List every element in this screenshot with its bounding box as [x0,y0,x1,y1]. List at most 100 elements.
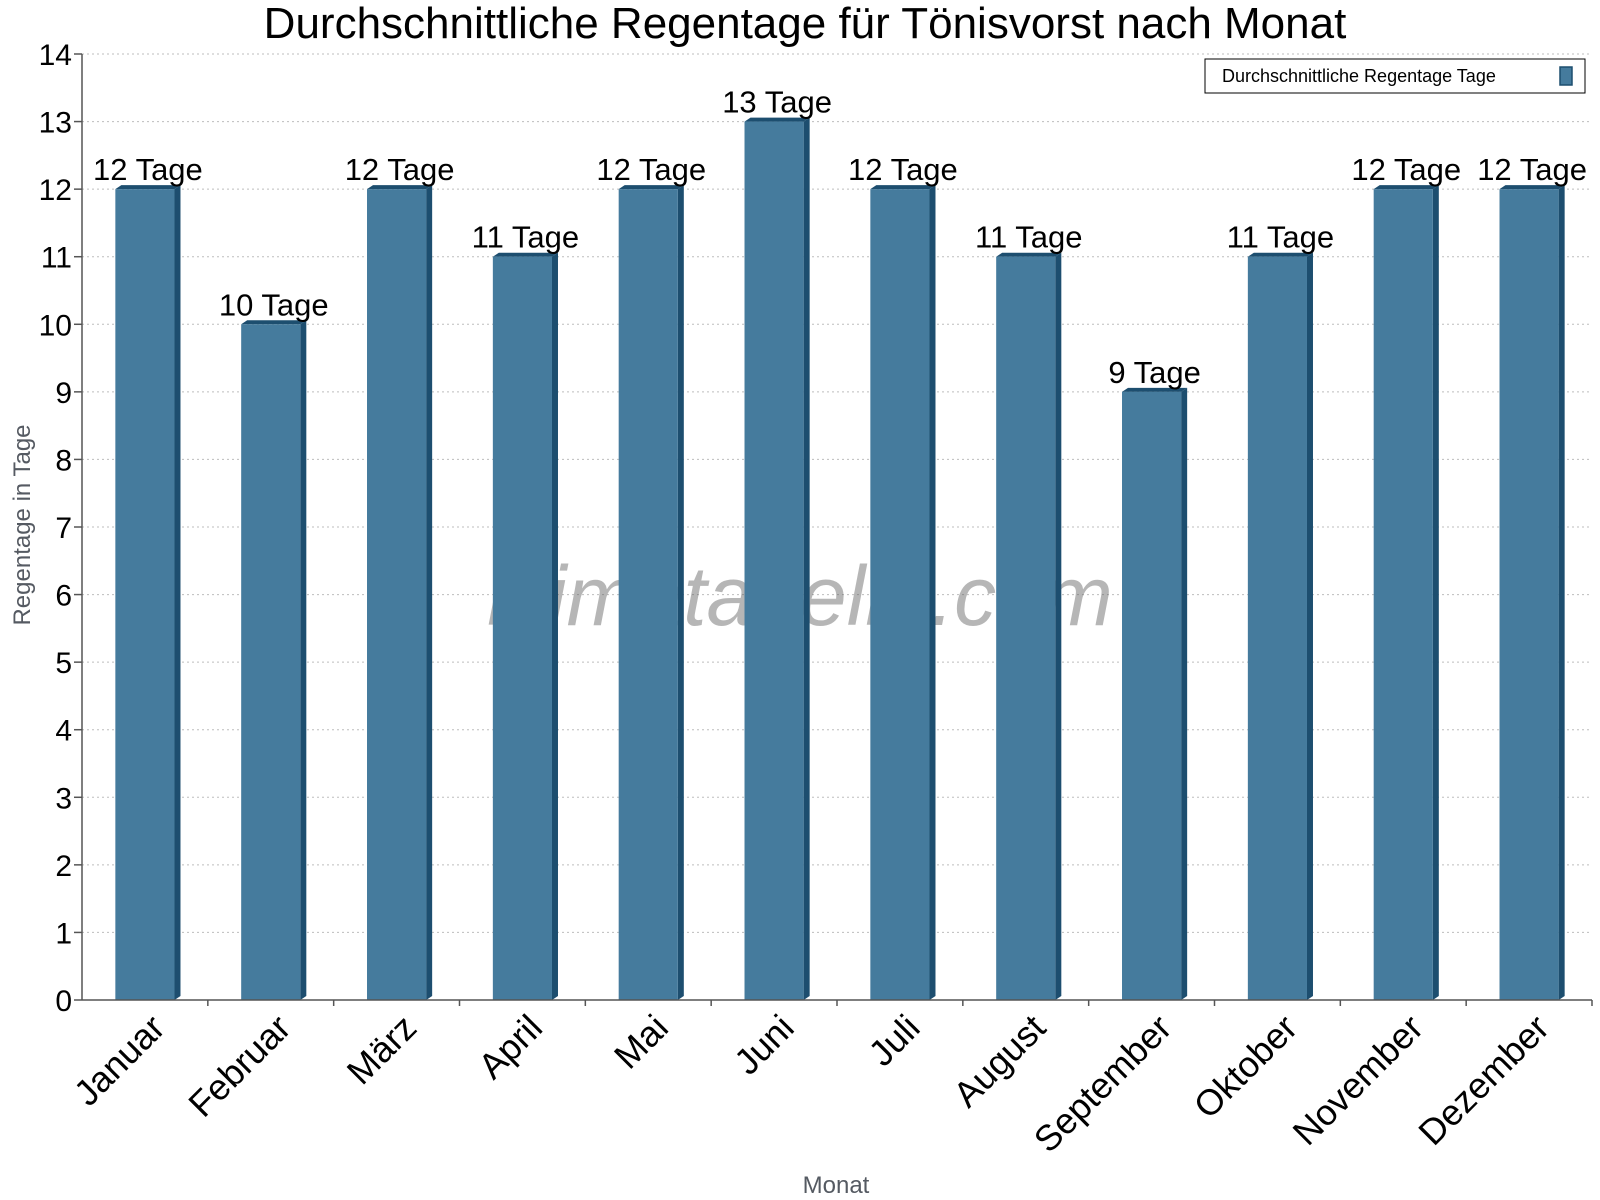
data-label: 10 Tage [219,287,329,322]
x-tick-label: März [339,1007,425,1093]
bar-side [551,252,558,1000]
bar [744,117,810,1001]
y-tick-label: 9 [55,377,72,410]
bar [618,185,684,1001]
bar-top [618,185,684,190]
bar-face [1122,391,1182,1000]
bars [115,117,1565,1001]
x-tick-labels: Januar Februar März April Mai Juni Juli AugustS… [66,1007,1557,1161]
data-label: 12 Tage [848,152,958,187]
axes [74,53,1593,1006]
legend-label: Durchschnittliche Regentage Tage [1222,66,1496,86]
bar [241,320,307,1000]
data-label: 13 Tage [722,85,832,120]
bar-face [1499,189,1559,1001]
bar-face [241,324,301,1000]
bar [996,252,1062,1000]
bar-side [1432,185,1439,1001]
x-tick-label: Februar [180,1007,298,1125]
x-tick-label: November [1284,1007,1430,1153]
y-tick-label: 0 [55,985,72,1018]
chart-title: Durchschnittliche Regentage für Tönisvor… [264,0,1347,48]
data-label: 12 Tage [1351,152,1461,187]
bar-side [1181,387,1188,1000]
bar-face [618,189,678,1001]
y-tick-label: 8 [55,444,72,477]
bar-side [1306,252,1313,1000]
grid-lines [82,53,1592,933]
y-tick-label: 7 [55,512,72,545]
bar-top [492,252,558,257]
legend-swatch [1559,66,1573,86]
x-tick-label: Oktober [1186,1007,1306,1127]
bar [115,185,181,1001]
bar-side [677,185,684,1001]
bar-face [492,256,552,1000]
y-tick-label: 11 [41,242,72,275]
bar-side [929,185,936,1001]
x-tick-label: Dezember [1410,1007,1556,1153]
bar [1122,387,1188,1000]
y-tick-label: 6 [55,580,72,613]
x-tick-label: August [945,1007,1053,1115]
data-label: 12 Tage [1477,152,1587,187]
legend: Durchschnittliche Regentage Tage [1204,58,1586,94]
x-tick-label: Juli [860,1007,927,1074]
y-tick-label: 2 [55,850,72,883]
bar-top [1247,252,1313,257]
bar [367,185,433,1001]
legend-box [1204,58,1586,94]
bar-side [1055,252,1062,1000]
bar [1247,252,1313,1000]
data-label: 11 Tage [975,220,1082,255]
bar-top [1373,185,1439,190]
bar-side [803,117,810,1001]
bar-top [241,320,307,325]
y-tick-label: 4 [55,715,72,748]
bar-face [115,189,175,1001]
y-tick-label: 14 [39,39,72,72]
data-labels: 12 Tage 10 Tage 12 Tage 11 Tage 12 Tage 13 Ta… [93,85,1587,390]
bar-side [426,185,433,1001]
bar-face [1247,256,1307,1000]
x-tick-label: Januar [66,1007,173,1114]
bar-side [300,320,307,1000]
bar-face [744,121,804,1001]
bar-face [996,256,1056,1000]
data-label: 12 Tage [596,152,706,187]
x-axis-title: Monat [803,1172,870,1199]
y-axis-title: Regentage in Tage [9,424,36,625]
bar-top [996,252,1062,257]
x-tick-label: September [1026,1007,1180,1161]
bar-top [744,117,810,122]
bar-top [115,185,181,190]
bar [492,252,558,1000]
data-label: 12 Tage [93,152,203,187]
bar-top [870,185,936,190]
y-tick-label: 13 [39,107,72,140]
y-tick-label: 12 [39,174,72,207]
bar-face [367,189,427,1001]
x-tick-label: April [470,1007,550,1087]
bar-top [367,185,433,190]
bar [1373,185,1439,1001]
bar [1499,185,1565,1001]
bar-face [870,189,930,1001]
bar-top [1499,185,1565,190]
bar-top [1122,387,1188,392]
y-tick-label: 3 [55,782,72,815]
bar-side [1558,185,1565,1001]
data-label: 9 Tage [1108,355,1201,390]
x-tick-label: Juni [726,1007,802,1083]
data-label: 11 Tage [1227,220,1334,255]
bar-face [1373,189,1433,1001]
data-label: 11 Tage [472,220,579,255]
y-tick-label: 5 [55,647,72,680]
bar [870,185,936,1001]
x-tick-label: Mai [606,1007,676,1077]
bar-side [174,185,181,1001]
data-label: 12 Tage [345,152,455,187]
y-tick-label: 1 [55,917,72,950]
